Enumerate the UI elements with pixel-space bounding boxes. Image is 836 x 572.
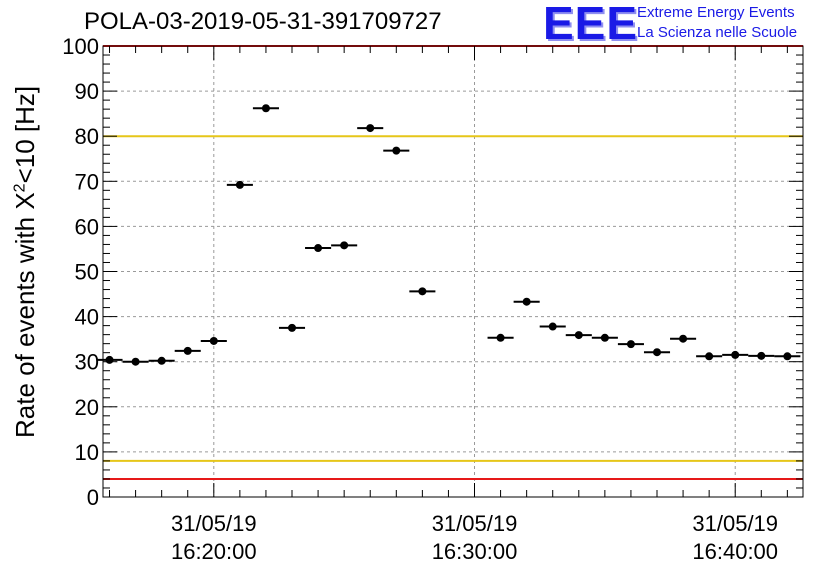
data-point — [574, 331, 583, 340]
data-point — [418, 287, 427, 296]
data-point — [261, 104, 270, 113]
chart-title: POLA-03-2019-05-31-391709727 — [84, 8, 442, 35]
data-point — [209, 336, 218, 345]
data-point — [235, 180, 244, 189]
data-point — [183, 346, 192, 355]
y-tick-label: 0 — [87, 485, 99, 510]
data-point — [653, 348, 662, 357]
data-point — [105, 355, 114, 364]
y-tick-label: 100 — [62, 34, 99, 59]
x-tick-time-label: 16:30:00 — [432, 539, 518, 564]
y-tick-label: 10 — [75, 440, 99, 465]
data-point — [731, 350, 740, 359]
data-point — [679, 334, 688, 343]
y-tick-label: 60 — [75, 214, 99, 239]
data-point — [157, 356, 166, 365]
y-axis-title: Rate of events with X2<10 [Hz] — [10, 85, 40, 438]
data-point — [131, 357, 140, 366]
x-tick-date-label: 31/05/19 — [171, 511, 257, 536]
x-tick-time-label: 16:20:00 — [171, 539, 257, 564]
data-point — [757, 351, 766, 360]
data-point — [314, 244, 323, 253]
data-point — [366, 124, 375, 133]
y-tick-label: 90 — [75, 79, 99, 104]
y-tick-label: 20 — [75, 395, 99, 420]
y-tick-label: 70 — [75, 169, 99, 194]
x-tick-time-label: 16:40:00 — [692, 539, 778, 564]
data-point — [626, 340, 635, 349]
data-point — [392, 146, 401, 155]
data-point — [340, 241, 349, 250]
y-tick-label: 30 — [75, 350, 99, 375]
data-point — [705, 352, 714, 361]
data-point — [496, 333, 505, 342]
data-point — [288, 323, 297, 332]
eee-logo: EEE — [543, 0, 639, 49]
x-tick-date-label: 31/05/19 — [692, 511, 778, 536]
y-tick-label: 50 — [75, 260, 99, 285]
y-tick-label: 80 — [75, 124, 99, 149]
logo-line-2: La Scienza nelle Scuole — [637, 24, 798, 41]
data-point — [548, 322, 557, 331]
logo-line-1: Extreme Energy Events — [637, 4, 795, 21]
y-tick-label: 40 — [75, 305, 99, 330]
x-tick-date-label: 31/05/19 — [432, 511, 518, 536]
data-point — [600, 333, 609, 342]
data-point — [522, 297, 531, 306]
data-point — [783, 352, 792, 361]
